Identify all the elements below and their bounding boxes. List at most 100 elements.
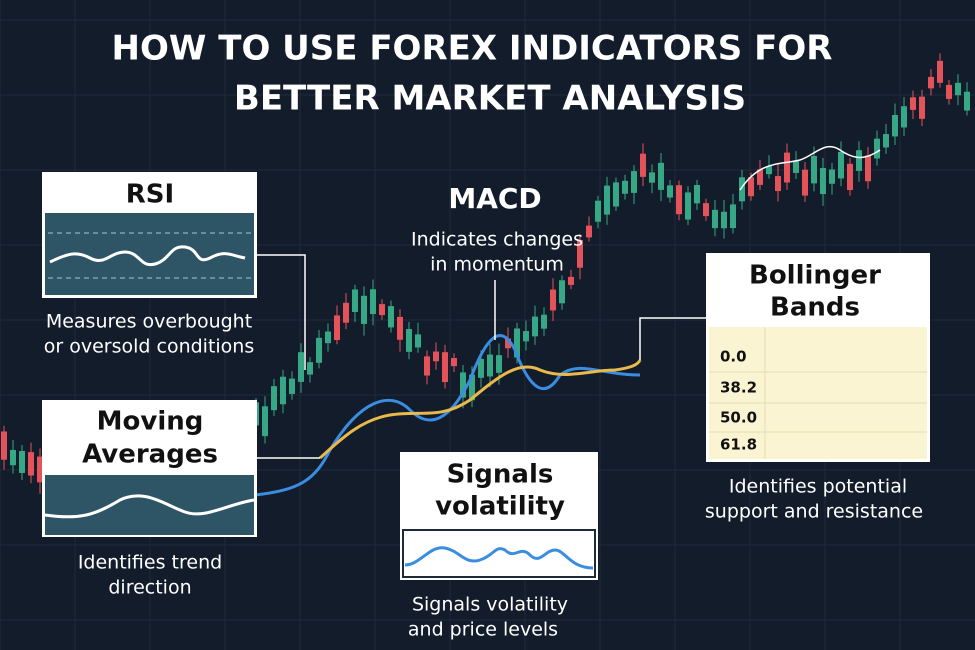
description: in momentum xyxy=(430,254,564,276)
candle-body xyxy=(631,171,637,193)
panel-label: Moving xyxy=(97,407,204,437)
candle-body xyxy=(955,82,961,96)
candle-body xyxy=(604,185,610,215)
candle-body xyxy=(28,452,34,476)
candle-body xyxy=(361,295,367,324)
panel-label: volatility xyxy=(435,492,565,522)
candle-body xyxy=(370,289,376,315)
level: 38.2 xyxy=(720,379,757,397)
level: 0.0 xyxy=(720,348,747,366)
candle-body xyxy=(595,200,601,222)
title-line: BETTER MARKET ANALYSIS xyxy=(234,79,746,119)
candle-body xyxy=(577,239,583,268)
candle-body xyxy=(397,316,403,340)
candle-body xyxy=(838,151,844,179)
candle-body xyxy=(550,289,556,311)
candle-body xyxy=(19,450,25,473)
ma-chart xyxy=(45,475,254,535)
candle-body xyxy=(703,203,709,217)
candle-body xyxy=(514,328,520,358)
candle-body xyxy=(568,276,574,285)
rsi-wave xyxy=(49,245,246,267)
candle-body xyxy=(856,150,862,171)
connector xyxy=(257,254,306,370)
candle-body xyxy=(874,138,880,159)
candle-body xyxy=(316,337,322,363)
candle-body xyxy=(775,176,781,192)
average-line xyxy=(318,359,642,460)
candle-body xyxy=(433,351,439,362)
candle-body xyxy=(649,172,655,183)
candle-body xyxy=(676,185,682,215)
level: 61.8 xyxy=(720,436,757,454)
candle-body xyxy=(505,338,511,349)
candle-body xyxy=(37,456,43,483)
candle-body xyxy=(424,356,430,376)
title-line: HOW TO USE FOREX INDICATORS FOR xyxy=(112,29,833,69)
candle-body xyxy=(334,315,340,341)
description: support and resistance xyxy=(705,501,923,523)
candle-body xyxy=(1,431,7,460)
candle-body xyxy=(901,106,907,128)
candle-body xyxy=(937,60,943,83)
candle-body xyxy=(739,177,745,202)
candle-body xyxy=(289,378,295,394)
candle-body xyxy=(478,358,484,378)
candle-body xyxy=(865,155,871,182)
candle-body xyxy=(532,316,538,337)
candle-body xyxy=(442,352,448,383)
volatility-chart xyxy=(402,529,596,578)
candle-body xyxy=(811,155,817,184)
panel-label: Bands xyxy=(770,293,860,323)
candle-body xyxy=(685,192,691,220)
candle-body xyxy=(946,84,952,99)
ma-wave xyxy=(44,494,255,519)
candle-body xyxy=(487,354,493,377)
description: or oversold conditions xyxy=(44,336,255,358)
candle-body xyxy=(892,114,898,137)
volatility-wave xyxy=(404,546,594,570)
description: Identifies trend xyxy=(78,552,222,574)
panel-label: MACD xyxy=(448,182,541,215)
candle-body xyxy=(748,177,754,197)
candle-body xyxy=(928,76,934,89)
candle-body xyxy=(415,334,421,348)
candle-body xyxy=(694,184,700,204)
candle-body xyxy=(964,91,970,111)
candle-body xyxy=(271,386,277,411)
description: direction xyxy=(108,577,191,599)
panel-label: RSI xyxy=(126,180,174,210)
candle-body xyxy=(388,306,394,328)
panel-label: Signals xyxy=(447,460,554,490)
candle-body xyxy=(307,362,313,375)
candle-body xyxy=(820,168,826,195)
candle-body xyxy=(280,376,286,405)
candle-body xyxy=(10,449,16,466)
candle-body xyxy=(343,302,349,323)
candle-body xyxy=(298,352,304,382)
candle-body xyxy=(325,331,331,344)
candle-body xyxy=(883,134,889,148)
candle-body xyxy=(658,162,664,190)
candle-body xyxy=(910,97,916,110)
candle-body xyxy=(793,161,799,173)
candle-body xyxy=(802,169,808,196)
level-table xyxy=(709,327,927,459)
candle-body xyxy=(352,289,358,312)
candle-body xyxy=(829,169,835,184)
candle-body xyxy=(406,329,412,352)
band-line xyxy=(739,145,881,191)
candle-body xyxy=(721,211,727,229)
candle-body xyxy=(613,182,619,207)
level: 50.0 xyxy=(720,409,757,427)
candle-body xyxy=(919,96,925,119)
candle-body xyxy=(262,406,268,437)
description: and price levels xyxy=(408,619,558,641)
panel-label: Averages xyxy=(82,440,218,470)
candle-body xyxy=(559,280,565,304)
description: Identifies potential xyxy=(729,476,907,498)
candle-body xyxy=(667,185,673,198)
candle-body xyxy=(541,314,547,329)
connector xyxy=(639,317,706,360)
candle-body xyxy=(784,152,790,183)
